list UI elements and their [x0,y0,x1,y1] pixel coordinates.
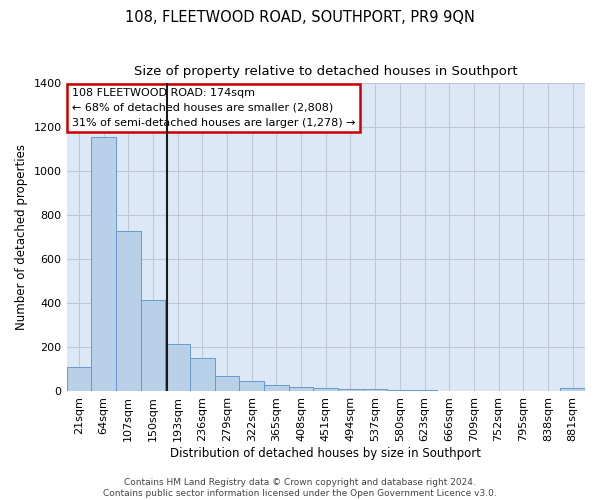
Bar [239,381,264,392]
X-axis label: Distribution of detached houses by size in Southport: Distribution of detached houses by size … [170,447,481,460]
Bar [215,376,239,392]
Bar [67,367,91,392]
Title: Size of property relative to detached houses in Southport: Size of property relative to detached ho… [134,65,518,78]
Bar [363,390,388,392]
Bar [140,300,165,392]
Bar [116,231,140,392]
Bar [338,390,363,392]
Bar [560,388,585,392]
Y-axis label: Number of detached properties: Number of detached properties [15,144,28,330]
Bar [91,138,116,392]
Bar [289,388,313,392]
Bar [190,358,215,392]
Text: 108, FLEETWOOD ROAD, SOUTHPORT, PR9 9QN: 108, FLEETWOOD ROAD, SOUTHPORT, PR9 9QN [125,10,475,25]
Bar [388,390,412,392]
Bar [412,390,437,392]
Bar [264,385,289,392]
Text: 108 FLEETWOOD ROAD: 174sqm
← 68% of detached houses are smaller (2,808)
31% of s: 108 FLEETWOOD ROAD: 174sqm ← 68% of deta… [72,88,355,128]
Bar [165,344,190,392]
Bar [313,388,338,392]
Text: Contains HM Land Registry data © Crown copyright and database right 2024.
Contai: Contains HM Land Registry data © Crown c… [103,478,497,498]
